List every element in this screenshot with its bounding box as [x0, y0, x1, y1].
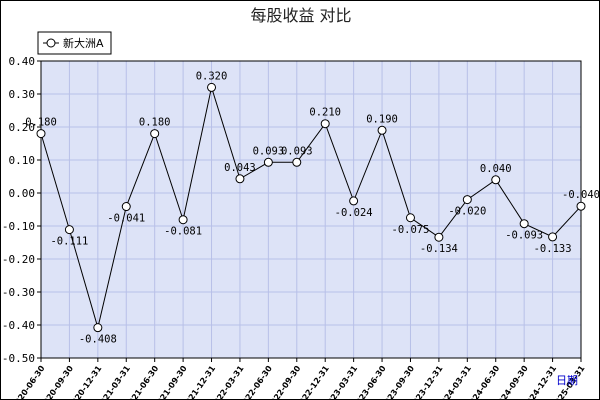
chart-title: 每股收益 对比 [250, 6, 351, 25]
y-tick-label: -0.50 [2, 352, 35, 365]
plot-area [41, 61, 581, 358]
data-label: 0.180 [139, 117, 171, 129]
x-tick-label: 2020-06-30 [10, 364, 47, 399]
data-point [320, 119, 330, 129]
data-label: 0.093 [281, 145, 313, 157]
y-tick-label: 0.30 [9, 88, 36, 101]
data-point [434, 232, 444, 242]
data-label: -0.093 [505, 230, 543, 242]
data-point [292, 157, 302, 167]
data-point [207, 82, 217, 92]
data-point [263, 157, 273, 167]
data-point [405, 213, 415, 223]
data-label: 0.210 [309, 107, 341, 119]
data-point [235, 174, 245, 184]
y-tick-label: 0.00 [9, 187, 36, 200]
data-point [519, 219, 529, 229]
legend-box [37, 31, 112, 55]
data-label: 0.093 [253, 145, 285, 157]
data-point [178, 215, 188, 225]
y-tick-label: 0.10 [9, 154, 36, 167]
data-point [377, 125, 387, 135]
data-point [548, 232, 558, 242]
data-label: -0.408 [79, 334, 117, 346]
data-point [491, 175, 501, 185]
data-label: -0.075 [392, 224, 430, 236]
data-point [93, 323, 103, 333]
y-tick-label: -0.20 [2, 253, 35, 266]
y-tick-label: -0.30 [2, 286, 35, 299]
data-label: 0.190 [366, 113, 398, 125]
data-label: -0.041 [107, 213, 145, 225]
data-label: -0.134 [420, 243, 458, 255]
x-axis-label: 日期 [556, 374, 578, 387]
y-tick-label: 0.20 [9, 121, 36, 134]
legend-label: 新大洲A [63, 36, 104, 50]
data-point [121, 202, 131, 212]
data-point [150, 129, 160, 139]
data-label: -0.111 [50, 236, 88, 248]
data-label: 0.043 [224, 162, 256, 174]
data-label: -0.020 [448, 206, 486, 218]
data-label: 0.040 [480, 163, 512, 175]
data-label: -0.024 [335, 207, 373, 219]
series-line [40, 85, 582, 330]
y-tick-label: -0.10 [2, 220, 35, 233]
data-point [349, 196, 359, 206]
data-label: -0.040 [562, 189, 599, 201]
data-label: -0.081 [164, 226, 202, 238]
data-label: 0.180 [25, 117, 57, 129]
data-label: 0.320 [196, 70, 228, 82]
y-tick-label: -0.40 [2, 319, 35, 332]
data-point [36, 129, 46, 139]
data-point [576, 201, 586, 211]
data-label: -0.133 [534, 243, 572, 255]
data-point [462, 195, 472, 205]
y-tick-label: 0.40 [9, 55, 36, 68]
data-point [64, 225, 74, 235]
legend-marker [46, 38, 56, 48]
